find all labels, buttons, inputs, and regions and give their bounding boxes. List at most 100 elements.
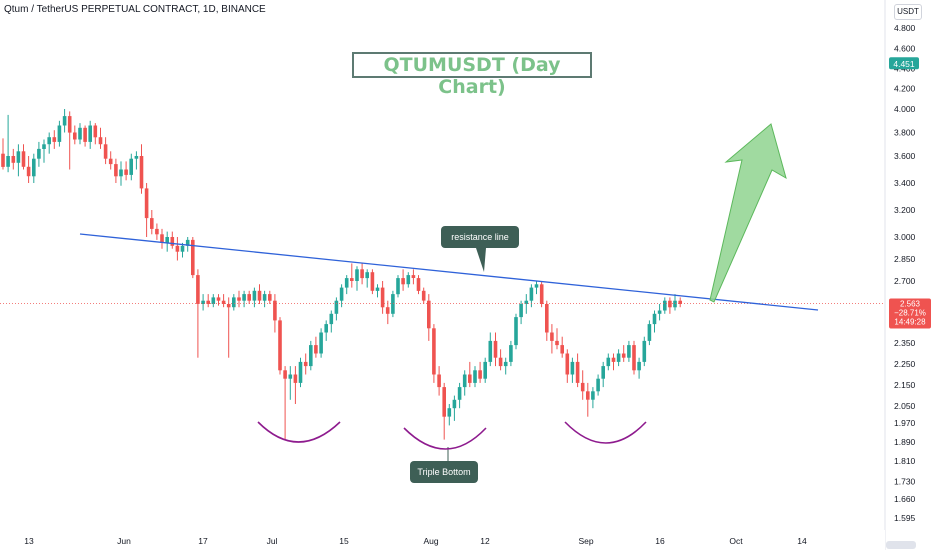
x-tick-label: 13 xyxy=(24,536,34,546)
y-tick-label: 3.000 xyxy=(894,232,916,242)
candle-body xyxy=(88,125,92,142)
candle-body xyxy=(473,370,477,383)
candle-body xyxy=(493,340,498,358)
candle-body xyxy=(344,278,349,288)
candle-body xyxy=(365,272,369,279)
last-price-badge xyxy=(889,298,931,329)
candle-body xyxy=(11,156,16,163)
candle-body xyxy=(627,345,631,358)
candle-body xyxy=(52,137,57,142)
candle-body xyxy=(421,290,426,301)
candle-body xyxy=(524,300,529,304)
scroll-to-latest-button[interactable] xyxy=(886,541,916,549)
candle-body xyxy=(632,345,636,371)
candle-body xyxy=(509,345,513,362)
candle-body xyxy=(478,370,482,379)
price-axis-unit[interactable]: USDT xyxy=(894,4,922,20)
candle-body xyxy=(108,158,113,165)
bottom-arc xyxy=(257,421,341,443)
candle-body xyxy=(180,245,185,252)
candle-body xyxy=(529,287,534,301)
y-tick-label: 1.595 xyxy=(894,513,916,523)
candle-body xyxy=(570,361,575,375)
candle-body xyxy=(242,294,246,301)
candle-body xyxy=(657,310,662,314)
x-tick-label: Aug xyxy=(423,536,438,546)
candle-body xyxy=(560,345,564,354)
y-tick-label: 4.600 xyxy=(894,43,916,53)
candle-body xyxy=(437,374,441,388)
candle-body xyxy=(42,144,46,149)
candle-body xyxy=(647,324,652,341)
candle-body xyxy=(1,153,5,167)
candles-layer xyxy=(1,109,682,440)
x-tick-label: 17 xyxy=(198,536,208,546)
candle-body xyxy=(488,340,493,362)
x-tick-label: Jul xyxy=(267,536,278,546)
candle-body xyxy=(124,169,128,175)
resistance-line xyxy=(79,233,819,311)
current-price-label: 4.451 xyxy=(893,59,915,69)
candle-body xyxy=(519,304,523,318)
x-tick-label: 16 xyxy=(655,536,665,546)
candle-body xyxy=(103,144,108,159)
candle-body xyxy=(314,345,318,354)
candle-body xyxy=(673,300,677,308)
y-tick-label: 2.350 xyxy=(894,338,916,348)
candle-body xyxy=(427,300,431,329)
candle-body xyxy=(319,332,323,354)
symbol-header[interactable]: Qtum / TetherUS PERPETUAL CONTRACT, 1D, … xyxy=(4,4,266,15)
candle-body xyxy=(273,300,277,321)
candle-body xyxy=(21,151,26,167)
candle-body xyxy=(329,313,334,325)
candle-body xyxy=(514,317,518,346)
candle-body xyxy=(191,239,195,276)
candle-body xyxy=(663,300,667,311)
candle-body xyxy=(32,158,36,177)
candle-body xyxy=(545,304,549,333)
candle-body xyxy=(175,245,180,252)
candle-body xyxy=(621,353,626,358)
last-price-label: 2.563 xyxy=(900,300,921,309)
candle-body xyxy=(462,374,467,388)
bottom-arc xyxy=(403,427,487,450)
candle-body xyxy=(73,132,77,140)
resistance-callout-pointer xyxy=(476,248,486,272)
price-axis-panel xyxy=(885,0,932,550)
resistance-line-callout[interactable]: resistance line xyxy=(441,226,519,248)
candle-body xyxy=(596,378,600,392)
breakout-arrow xyxy=(709,123,787,303)
candle-body xyxy=(324,324,328,333)
candle-body xyxy=(591,391,595,400)
current-price-badge xyxy=(889,57,919,70)
candle-body xyxy=(247,294,251,301)
candle-body xyxy=(637,361,641,371)
y-tick-label: 1.730 xyxy=(894,476,916,486)
candle-body xyxy=(539,284,544,304)
candle-body xyxy=(534,284,539,288)
candle-body xyxy=(355,269,359,281)
y-tick-label: 2.850 xyxy=(894,254,916,264)
candle-body xyxy=(129,158,133,175)
candle-body xyxy=(334,300,339,314)
y-tick-label: 3.800 xyxy=(894,128,916,138)
candle-body xyxy=(278,320,282,371)
candle-body xyxy=(201,300,205,304)
triple-bottom-callout[interactable]: Triple Bottom xyxy=(410,461,478,483)
candle-body xyxy=(26,166,31,177)
candle-body xyxy=(16,151,21,163)
y-tick-label: 1.810 xyxy=(894,456,916,466)
candle-body xyxy=(360,269,364,279)
x-tick-label: Oct xyxy=(729,536,743,546)
candle-body xyxy=(350,278,354,281)
candle-body xyxy=(401,278,405,285)
candle-body xyxy=(144,188,149,219)
candle-body xyxy=(57,125,62,142)
chart-title: QTUMUSDT (Day Chart) xyxy=(352,52,592,98)
x-tick-label: 12 xyxy=(480,536,490,546)
candle-body xyxy=(232,297,236,308)
candle-body xyxy=(67,116,72,133)
candle-body xyxy=(391,294,395,314)
